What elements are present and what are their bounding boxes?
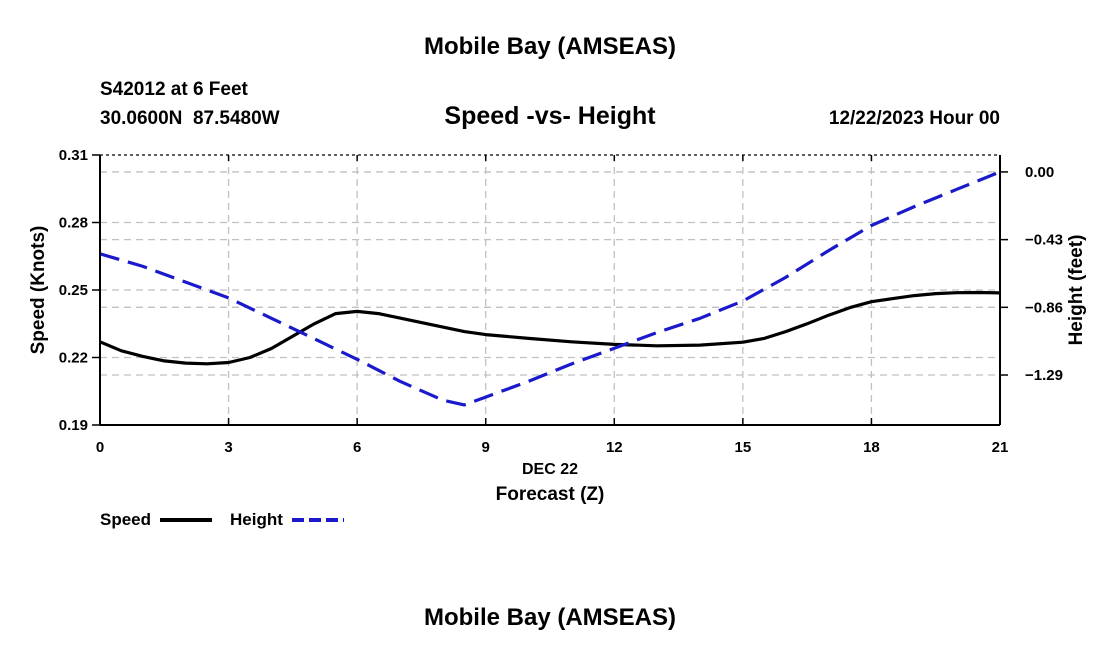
x-axis-title: Forecast (Z) <box>496 484 605 505</box>
x-tick-label: 12 <box>606 439 623 456</box>
y-tick-label: 0.28 <box>59 215 88 232</box>
y2-tick-label: 0.00 <box>1025 164 1054 181</box>
x-tick-label: 18 <box>863 439 880 456</box>
gridlines <box>100 155 1000 425</box>
y-tick-label: 0.19 <box>59 417 88 434</box>
coordinates-label: 30.0600N 87.5480W <box>100 108 280 129</box>
y2-tick-label: −0.86 <box>1025 299 1063 316</box>
series-line-height <box>99 170 1001 407</box>
x-axis-date-label: DEC 22 <box>522 461 578 478</box>
y-tick-label: 0.25 <box>59 282 88 299</box>
series-lines <box>99 170 1001 407</box>
series-line-speed <box>99 290 1001 366</box>
axes <box>92 154 1008 426</box>
forecast-datetime: 12/22/2023 Hour 00 <box>829 108 1000 129</box>
y-axis-title: Speed (Knots) <box>28 226 49 355</box>
footer-title: Mobile Bay (AMSEAS) <box>424 604 676 631</box>
y2-axis-title: Height (feet) <box>1066 235 1087 346</box>
x-tick-label: 21 <box>992 439 1009 456</box>
station-label: S42012 at 6 Feet <box>100 79 249 100</box>
chart-subtitle: Speed -vs- Height <box>444 102 656 130</box>
x-tick-label: 6 <box>353 439 361 456</box>
x-tick-label: 3 <box>224 439 232 456</box>
x-tick-label: 9 <box>482 439 490 456</box>
x-tick-label: 0 <box>96 439 104 456</box>
legend-height-label: Height <box>230 510 283 529</box>
x-tick-label: 15 <box>735 439 752 456</box>
tick-labels: 0 3 6 9 12 15 18 21 0.19 0.22 0.25 0.28 0.31 −1.29 −0.… <box>59 147 1063 456</box>
legend-speed-label: Speed <box>100 510 151 529</box>
y-tick-label: 0.31 <box>59 147 88 164</box>
y-tick-label: 0.22 <box>59 350 88 367</box>
y2-tick-label: −1.29 <box>1025 367 1063 384</box>
chart-main-title: Mobile Bay (AMSEAS) <box>424 33 676 60</box>
y2-tick-label: −0.43 <box>1025 232 1063 249</box>
legend: Speed Height <box>100 510 344 529</box>
